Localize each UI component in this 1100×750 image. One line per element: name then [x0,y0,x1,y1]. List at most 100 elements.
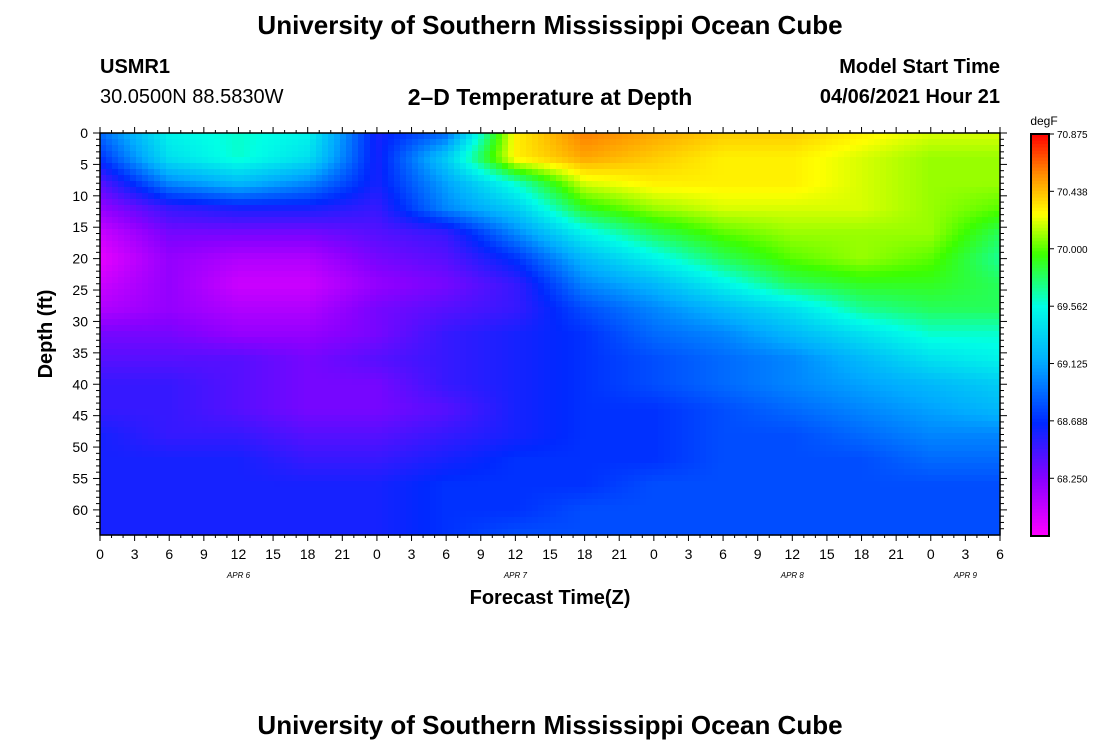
heatmap-cell [760,229,767,236]
heatmap-cell [598,139,605,146]
heatmap-cell [286,175,293,182]
heatmap-cell [610,283,617,290]
heatmap-cell [742,247,749,254]
heatmap-cell [934,193,941,200]
heatmap-cell [460,205,467,212]
heatmap-cell [988,265,995,272]
heatmap-cell [604,169,611,176]
heatmap-cell [586,295,593,302]
heatmap-cell [370,157,377,164]
heatmap-cell [220,163,227,170]
heatmap-cell [982,289,989,296]
heatmap-cell [244,229,251,236]
heatmap-cell [154,253,161,260]
heatmap-cell [118,205,125,212]
heatmap-cell [550,241,557,248]
heatmap-cell [910,187,917,194]
heatmap-cell [874,175,881,182]
heatmap-cell [442,253,449,260]
heatmap-cell [616,199,623,206]
heatmap-cell [802,259,809,266]
heatmap-cell [622,145,629,152]
heatmap-cell [322,133,329,140]
heatmap-cell [472,259,479,266]
heatmap-cell [628,187,635,194]
heatmap-cell [694,151,701,158]
heatmap-cell [850,163,857,170]
heatmap-cell [112,169,119,176]
heatmap-cell [208,211,215,218]
heatmap-cell [538,205,545,212]
heatmap-cell [814,319,821,326]
heatmap-cell [520,265,527,272]
heatmap-cell [412,199,419,206]
heatmap-cell [616,211,623,218]
heatmap-cell [628,229,635,236]
heatmap-cell [202,223,209,230]
heatmap-cell [934,133,941,140]
heatmap-cell [424,193,431,200]
heatmap-cell [868,253,875,260]
heatmap-cell [742,235,749,242]
heatmap-cell [934,301,941,308]
heatmap-cell [754,205,761,212]
heatmap-cell [292,181,299,188]
heatmap-cell [736,181,743,188]
heatmap-cell [268,319,275,326]
heatmap-cell [466,235,473,242]
heatmap-cell [442,271,449,278]
heatmap-cell [634,163,641,170]
heatmap-cell [202,139,209,146]
heatmap-cell [478,193,485,200]
heatmap-cell [940,217,947,224]
heatmap-cell [346,253,353,260]
heatmap-cell [628,157,635,164]
heatmap-cell [808,223,815,230]
heatmap-cell [430,139,437,146]
heatmap-cell [562,217,569,224]
heatmap-cell [556,307,563,314]
heatmap-cell [280,151,287,158]
heatmap-cell [904,145,911,152]
heatmap-cell [886,157,893,164]
heatmap-cell [568,235,575,242]
heatmap-cell [580,301,587,308]
heatmap-cell [544,139,551,146]
heatmap-cell [388,277,395,284]
heatmap-cell [472,133,479,140]
heatmap-cell [358,145,365,152]
heatmap-cell [310,289,317,296]
heatmap-cell [910,265,917,272]
heatmap-cell [514,313,521,320]
heatmap-cell [202,163,209,170]
heatmap-cell [994,289,1001,296]
heatmap-cell [676,169,683,176]
heatmap-cell [142,163,149,170]
heatmap-cell [340,133,347,140]
heatmap-cell [550,283,557,290]
heatmap-cell [628,241,635,248]
heatmap-cell [490,151,497,158]
heatmap-cell [970,193,977,200]
heatmap-cell [220,247,227,254]
heatmap-cell [268,175,275,182]
heatmap-cell [976,325,983,332]
heatmap-cell [610,289,617,296]
heatmap-cell [670,187,677,194]
heatmap-cell [628,271,635,278]
heatmap-cell [304,241,311,248]
heatmap-cell [430,295,437,302]
heatmap-cell [406,253,413,260]
heatmap-cell [616,175,623,182]
heatmap-cell [790,319,797,326]
heatmap-cell [196,235,203,242]
model-start-label: Model Start Time [839,56,1000,78]
heatmap-cell [868,217,875,224]
heatmap-cell [214,145,221,152]
heatmap-cell [748,325,755,332]
heatmap-cell [232,325,239,332]
heatmap-cell [232,259,239,266]
heatmap-cell [712,319,719,326]
heatmap-cell [916,157,923,164]
top-title: University of Southern Mississippi Ocean… [257,10,843,40]
